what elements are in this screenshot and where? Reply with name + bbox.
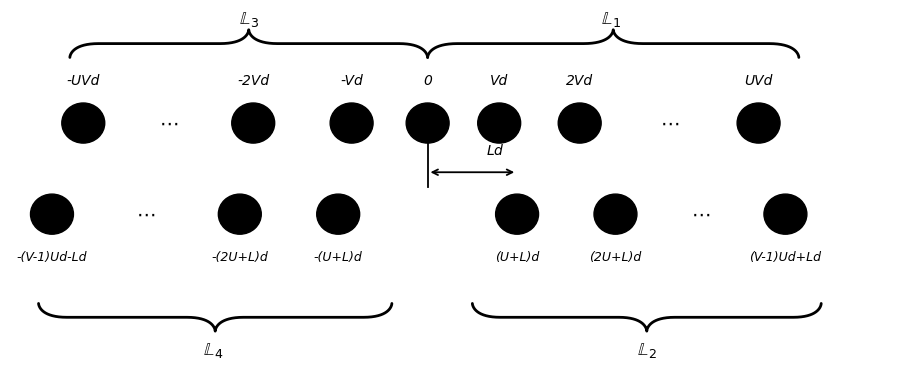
Text: $\cdots$: $\cdots$ [660,114,679,132]
Ellipse shape [764,194,807,234]
Text: -UVd: -UVd [67,74,100,88]
Ellipse shape [219,194,261,234]
Text: -Vd: -Vd [340,74,363,88]
Ellipse shape [232,103,274,143]
Text: $\mathbb{L}_1$: $\mathbb{L}_1$ [601,10,621,29]
Text: (V-1)Ud+Ld: (V-1)Ud+Ld [750,250,822,263]
Text: $\mathbb{L}_4$: $\mathbb{L}_4$ [202,341,223,360]
Text: (U+L)d: (U+L)d [495,250,539,263]
Text: $\cdots$: $\cdots$ [158,114,178,132]
Text: 2Vd: 2Vd [566,74,593,88]
Text: $\cdots$: $\cdots$ [136,205,156,223]
Ellipse shape [496,194,538,234]
Text: -(V-1)Ud-Ld: -(V-1)Ud-Ld [17,250,87,263]
Text: (2U+L)d: (2U+L)d [590,250,642,263]
Text: Vd: Vd [491,74,508,88]
Ellipse shape [406,103,449,143]
Ellipse shape [317,194,360,234]
Text: -(U+L)d: -(U+L)d [314,250,363,263]
Text: $Ld$: $Ld$ [486,143,504,158]
Ellipse shape [31,194,74,234]
Ellipse shape [330,103,374,143]
Text: -(2U+L)d: -(2U+L)d [212,250,268,263]
Text: UVd: UVd [744,74,773,88]
Ellipse shape [558,103,601,143]
Text: $\mathbb{L}_2$: $\mathbb{L}_2$ [637,341,657,360]
Text: -2Vd: -2Vd [238,74,269,88]
Ellipse shape [594,194,637,234]
Text: 0: 0 [423,74,432,88]
Ellipse shape [62,103,104,143]
Ellipse shape [478,103,521,143]
Ellipse shape [737,103,780,143]
Text: $\mathbb{L}_3$: $\mathbb{L}_3$ [238,10,259,29]
Text: $\cdots$: $\cdots$ [691,205,710,223]
